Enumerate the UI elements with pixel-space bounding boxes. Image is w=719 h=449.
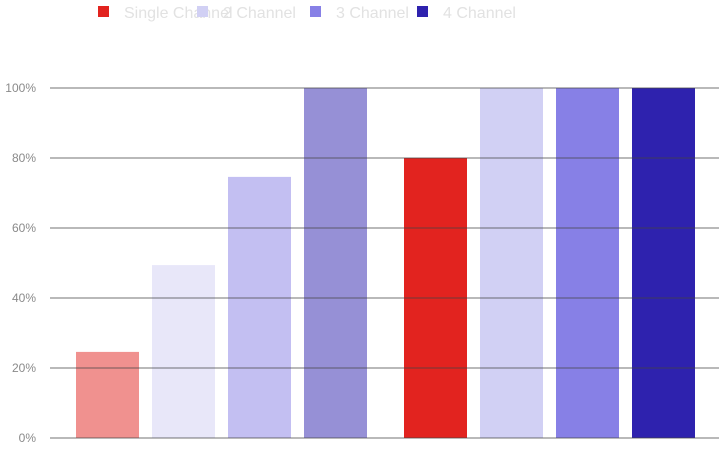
bar (556, 88, 619, 438)
bar (76, 351, 139, 438)
legend-swatch (417, 6, 428, 17)
bar (152, 265, 215, 438)
legend-label: 3 Channel (336, 5, 409, 22)
legend-label: 2 Channel (223, 5, 296, 22)
legend-swatch (197, 6, 208, 17)
y-tick-label: 40% (12, 291, 36, 305)
y-tick-label: 80% (12, 151, 36, 165)
legend-swatch (310, 6, 321, 17)
y-tick-label: 60% (12, 221, 36, 235)
legend-label: 4 Channel (443, 5, 516, 22)
bar (480, 88, 543, 438)
legend-swatch (98, 6, 109, 17)
bar (228, 176, 291, 438)
y-tick-label: 100% (5, 81, 36, 95)
y-tick-label: 20% (12, 361, 36, 375)
y-tick-label: 0% (19, 431, 37, 445)
legend-label: Single Channel (124, 5, 233, 22)
bar (304, 88, 367, 438)
bar (632, 88, 695, 438)
